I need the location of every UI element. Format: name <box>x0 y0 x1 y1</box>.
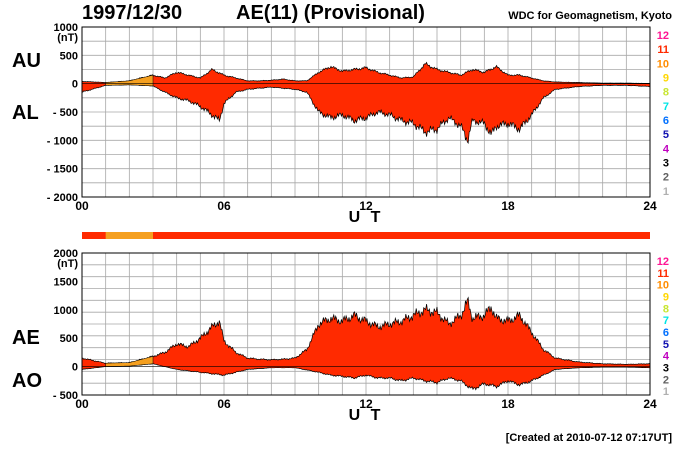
au-al-x-tick-label: 18 <box>501 199 515 213</box>
ae-ao-frame <box>81 252 651 396</box>
au-al-y-tick-label: - 500 <box>53 107 78 119</box>
au-label: AU <box>12 50 41 72</box>
ae-ao-station-count-8: 8 <box>663 303 669 315</box>
au-al-station-count-2: 2 <box>663 172 669 184</box>
ao-label: AO <box>12 370 42 392</box>
ae-ao-station-count-11: 11 <box>657 268 669 280</box>
ae-ao-partial-area <box>105 356 154 367</box>
ae-ao-station-count-3: 3 <box>663 363 669 375</box>
ae-ao-station-count-2: 2 <box>663 374 669 386</box>
ae-ao-y-tick-label: - 500 <box>53 390 78 402</box>
au-al-station-count-8: 8 <box>663 87 669 99</box>
au-al-frame <box>81 26 651 198</box>
ae-ao-x-tick-label: 06 <box>217 397 231 411</box>
ae-ao-station-count-10: 10 <box>657 280 669 292</box>
au-al-x-tick-label: 00 <box>75 199 89 213</box>
source-label: WDC for Geomagnetism, Kyoto <box>508 10 672 22</box>
created-timestamp: [Created at 2010-07-12 07:17UT] <box>505 432 672 444</box>
au-al-station-count-4: 4 <box>663 143 670 155</box>
ae-ao-x-axis-label: U T <box>349 407 384 424</box>
ae-ao-y-tick-label: 1500 <box>54 276 78 288</box>
ae-ao-x-tick-label: 18 <box>501 397 515 411</box>
au-al-station-count-3: 3 <box>663 158 669 170</box>
ae-ao-station-count-4: 4 <box>663 351 670 363</box>
au-al-station-count-7: 7 <box>663 101 669 113</box>
al-label: AL <box>12 102 39 124</box>
ae-ao-y-tick-label: 0 <box>72 362 78 374</box>
au-al-partial-area <box>105 74 154 87</box>
au-al-y-tick-label: - 1500 <box>47 164 78 176</box>
au-al-station-count-5: 5 <box>663 129 669 141</box>
au-al-x-tick-label: 24 <box>643 199 657 213</box>
plot-date: 1997/12/30 <box>82 2 183 24</box>
au-al-station-count-9: 9 <box>663 73 669 85</box>
au-al-y-tick-label: 0 <box>72 79 78 91</box>
ae-ao-station-count-9: 9 <box>663 292 669 304</box>
au-al-x-tick-label: 12 <box>359 199 373 213</box>
plot-title: AE(11) (Provisional) <box>236 2 425 24</box>
au-al-station-count-11: 11 <box>657 44 669 56</box>
coverage-bar <box>82 232 650 239</box>
au-al-y-tick-label: - 1000 <box>47 135 78 147</box>
ae-label: AE <box>12 327 40 349</box>
ae-ao-y-tick-label: 2000 <box>54 248 78 260</box>
ae-ao-station-count-7: 7 <box>663 315 669 327</box>
ae-ao-station-count-5: 5 <box>663 339 669 351</box>
au-al-station-count-6: 6 <box>663 115 669 127</box>
au-al-y-tick-label: - 2000 <box>47 192 78 204</box>
au-al-y-tick-label: 1000 <box>54 22 78 34</box>
ae-ao-station-count-6: 6 <box>663 327 669 339</box>
ae-ao-y-tick-label: 500 <box>60 333 78 345</box>
ae-ao-x-tick-label: 12 <box>359 397 373 411</box>
ae-ao-y-tick-label: 1000 <box>54 305 78 317</box>
au-al-x-tick-label: 06 <box>217 199 231 213</box>
ae-ao-y-unit: (nT) <box>57 258 78 270</box>
coverage-bar-partial-segment <box>105 232 153 239</box>
au-al-x-axis-label: U T <box>349 209 384 226</box>
au-al-station-count-1: 1 <box>663 186 669 198</box>
au-al-station-count-12: 12 <box>657 30 669 42</box>
ae-ao-x-tick-label: 24 <box>643 397 657 411</box>
au-al-y-unit: (nT) <box>57 32 78 44</box>
ae-ao-station-count-1: 1 <box>663 386 669 398</box>
au-al-station-count-10: 10 <box>657 58 669 70</box>
au-al-y-tick-label: 500 <box>60 50 78 62</box>
ae-ao-x-tick-label: 00 <box>75 397 89 411</box>
ae-ao-station-count-12: 12 <box>657 256 669 268</box>
